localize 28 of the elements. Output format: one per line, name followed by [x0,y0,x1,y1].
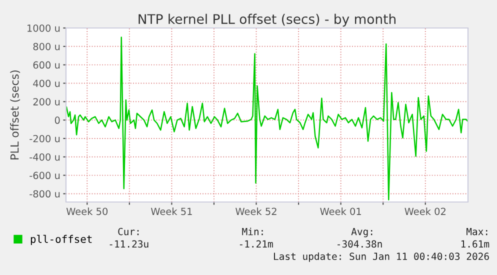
y-tick-label: 1000 u [28,24,60,32]
legend-label: pll-offset [30,234,92,245]
chart-title: NTP kernel PLL offset (secs) - by month [138,14,396,27]
y-tick-label: -600 u [30,172,60,180]
y-tick-label: 0 [54,116,60,124]
text: Min: [242,228,263,236]
y-tick-label: -800 u [30,190,60,198]
y-tick-label: -200 u [30,134,60,142]
text: -11.23u [110,240,148,248]
text: Max: [466,228,488,236]
text: 1.61m [461,240,490,248]
x-tick-label: Week 01 [320,208,361,216]
text: -304.38n [338,240,382,248]
y-tick-label: 200 u [33,98,60,106]
y-tick-label: 400 u [33,80,60,88]
x-tick-label: Week 02 [404,208,446,216]
y-tick-label: -400 u [30,153,60,161]
x-tick-label: Week 52 [236,208,276,216]
text: Cur: [118,228,139,236]
y-axis-title: PLL offset (secs) [10,70,20,160]
y-tick-label: 600 u [33,61,60,69]
text: Avg: [351,228,372,238]
text: Last update: Sun Jan 11 00:40:03 2026 [274,252,489,262]
line-series [66,36,468,200]
x-tick-label: Week 50 [66,208,108,216]
text: -1.21m [240,240,273,248]
x-tick-label: Week 51 [150,208,192,216]
y-tick-label: 800 u [33,42,60,50]
